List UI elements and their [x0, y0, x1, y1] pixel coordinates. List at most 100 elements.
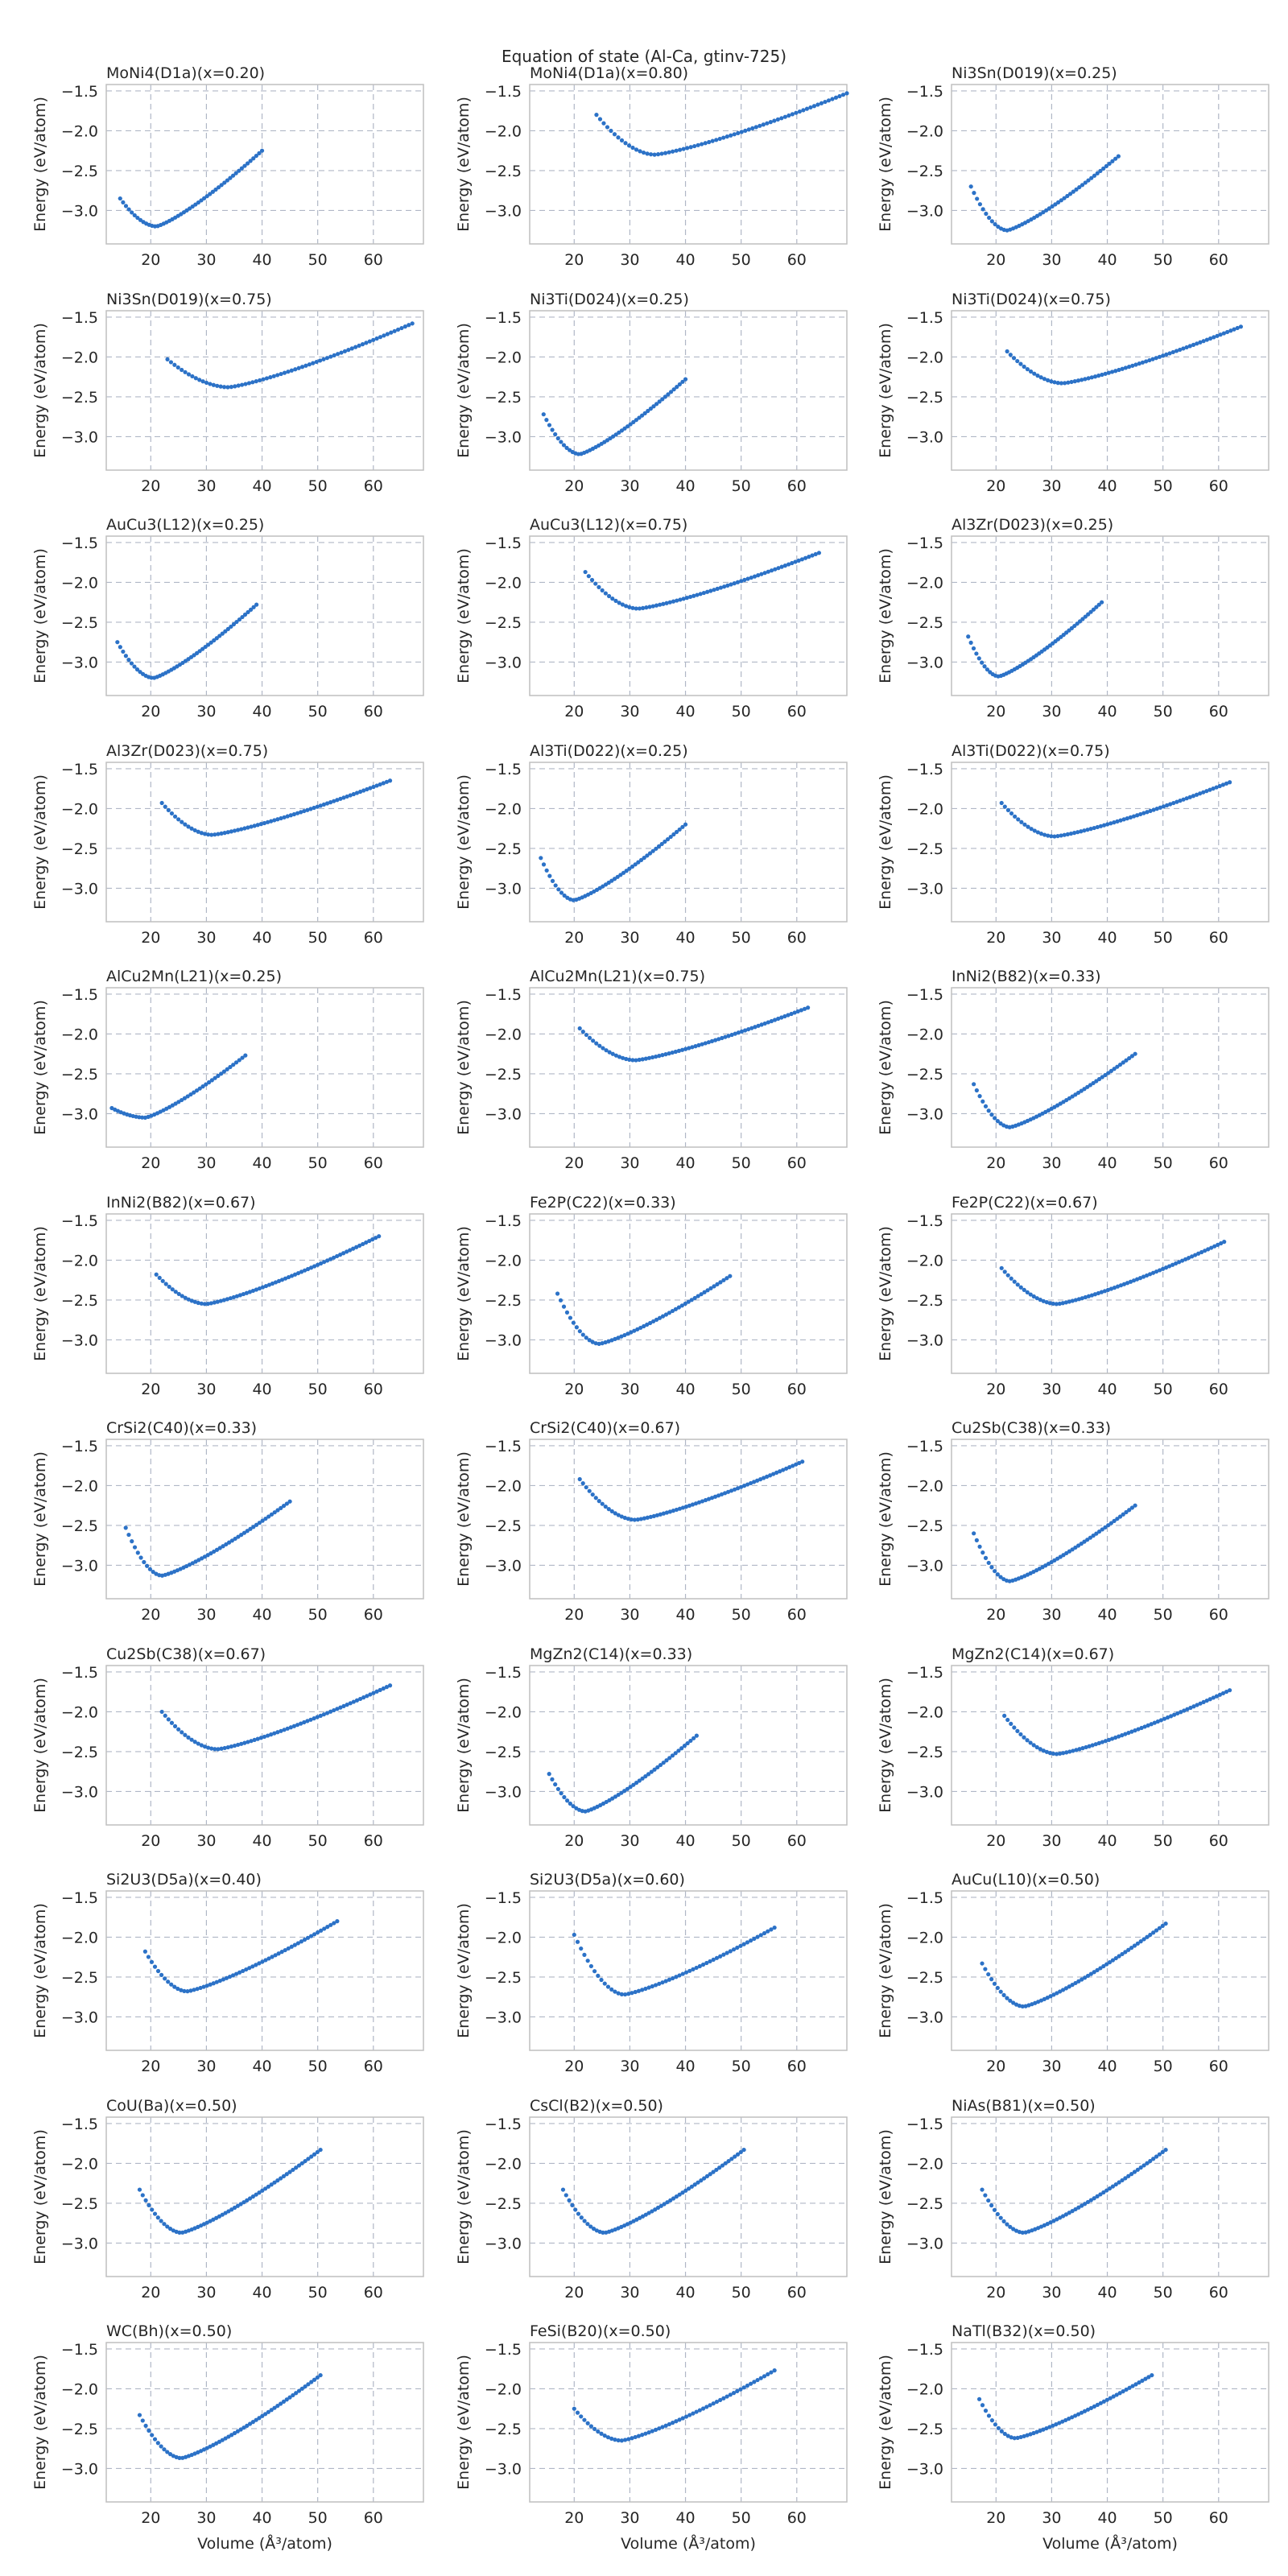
data-point — [1162, 1716, 1167, 1721]
data-point — [613, 1336, 617, 1341]
data-point — [594, 1041, 599, 1046]
data-point — [1074, 1748, 1079, 1752]
data-point — [695, 592, 700, 597]
data-point — [1131, 814, 1137, 819]
data-point — [810, 553, 815, 558]
data-point — [180, 1730, 184, 1735]
data-point — [610, 1796, 615, 1801]
data-point — [999, 2429, 1004, 2434]
data-point — [254, 2192, 258, 2197]
data-point — [790, 112, 795, 117]
data-point — [1073, 2413, 1078, 2418]
data-point — [837, 93, 842, 99]
data-point — [272, 818, 277, 823]
data-point — [1048, 2220, 1053, 2225]
data-point — [215, 1299, 220, 1304]
x-tick-label: 20 — [986, 1154, 1005, 1172]
data-point — [1080, 378, 1084, 382]
data-point — [288, 813, 293, 818]
data-point — [989, 1565, 994, 1570]
data-point — [704, 589, 710, 594]
data-point — [1025, 2433, 1030, 2438]
x-tick-label: 50 — [1154, 2284, 1173, 2301]
data-point — [613, 1794, 618, 1799]
data-point — [315, 804, 320, 809]
data-point — [794, 110, 799, 115]
data-point — [286, 369, 291, 374]
data-point — [1031, 2430, 1036, 2436]
data-point — [704, 2174, 710, 2179]
axes-frame — [529, 1665, 848, 1826]
y-axis-label: Energy (eV/atom) — [877, 2355, 894, 2490]
data-point — [196, 200, 201, 205]
data-point — [559, 1791, 564, 1796]
x-tick-label: 60 — [787, 1154, 807, 1172]
data-point — [197, 378, 202, 382]
data-point — [1082, 1087, 1087, 1092]
data-point — [795, 1009, 800, 1014]
data-point — [972, 1531, 976, 1536]
x-tick-label: 30 — [620, 251, 639, 269]
data-point — [698, 592, 703, 597]
data-point — [572, 1932, 576, 1938]
data-point — [688, 1738, 693, 1744]
data-point — [739, 130, 744, 134]
x-tick-label: 30 — [620, 2058, 639, 2075]
x-tick-label: 20 — [986, 2284, 1005, 2301]
data-point — [201, 1984, 206, 1989]
y-axis-label: Energy (eV/atom) — [31, 2355, 49, 2490]
data-point — [1076, 1297, 1081, 1302]
data-point — [585, 1959, 590, 1963]
x-tick-label: 30 — [196, 1381, 216, 1398]
data-point — [354, 791, 360, 795]
panel-title: Fe2P(C22)(x=0.33) — [530, 1194, 676, 1212]
data-point — [600, 1341, 605, 1346]
data-point — [361, 1695, 366, 1700]
data-point — [222, 831, 227, 836]
x-tick-label: 40 — [252, 703, 271, 720]
data-point — [630, 605, 635, 610]
data-point — [189, 1737, 194, 1742]
data-point — [1018, 361, 1023, 366]
data-point — [248, 607, 254, 612]
data-point — [289, 368, 294, 373]
data-point — [314, 359, 319, 365]
data-point — [986, 2198, 991, 2203]
data-point — [1137, 361, 1141, 366]
data-point — [582, 1952, 587, 1957]
data-point — [657, 1315, 663, 1320]
data-point — [749, 2381, 753, 2386]
data-point — [1079, 2410, 1084, 2415]
data-point — [687, 594, 693, 600]
data-point — [749, 1026, 754, 1030]
data-point — [315, 2375, 320, 2380]
data-point — [655, 1765, 660, 1770]
axes-frame — [529, 2116, 848, 2277]
data-point — [250, 380, 255, 385]
panel-grid: MoNi4(D1a)(x=0.20)−1.5−2.0−2.5−3.020 30 40… — [31, 64, 1269, 2553]
data-point — [649, 1769, 654, 1774]
data-point — [159, 1972, 164, 1977]
data-point — [229, 2207, 234, 2212]
data-point — [384, 779, 390, 784]
data-point — [1067, 1749, 1072, 1754]
data-point — [357, 343, 361, 349]
data-point — [1214, 1694, 1219, 1699]
y-axis-label: Energy (eV/atom) — [455, 2355, 473, 2490]
data-point — [260, 2188, 265, 2193]
data-point — [1029, 827, 1034, 832]
data-point — [732, 1487, 737, 1492]
data-point — [677, 2192, 682, 2197]
data-point — [275, 373, 280, 378]
data-point — [130, 1539, 134, 1544]
data-point — [597, 1499, 601, 1504]
data-point — [1073, 1980, 1078, 1986]
data-point — [762, 1930, 767, 1936]
data-point — [1195, 1703, 1199, 1707]
data-point — [160, 1278, 165, 1283]
data-point — [1044, 2425, 1049, 2431]
x-tick-label: 50 — [308, 251, 328, 269]
x-tick-label: 60 — [787, 929, 807, 947]
data-point — [699, 2178, 704, 2183]
